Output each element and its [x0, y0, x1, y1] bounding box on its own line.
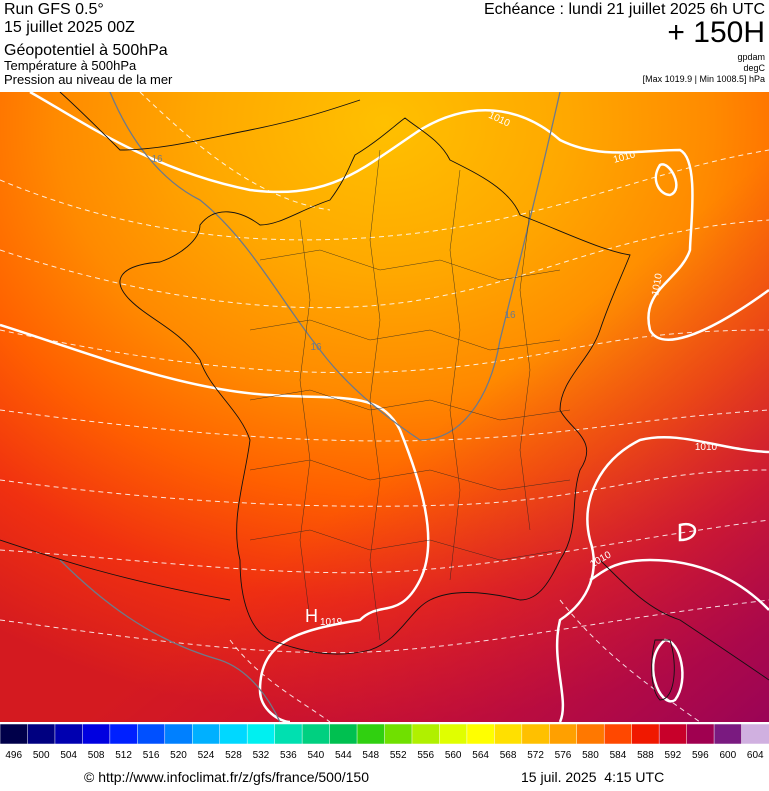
legend-swatch	[603, 723, 633, 745]
coastlines-borders	[0, 92, 769, 701]
legend-swatch	[27, 723, 56, 745]
legend-swatch	[356, 723, 386, 745]
legend-swatch	[219, 723, 248, 745]
legend-swatch	[0, 723, 29, 745]
legend-swatch	[686, 723, 715, 745]
legend-swatch	[658, 723, 688, 745]
footer: © http://www.infoclimat.fr/z/gfs/france/…	[84, 769, 664, 785]
legend-swatch	[741, 723, 769, 745]
run-label: Echéance : lundi 21 juillet 2025 6h UTC	[484, 1, 765, 18]
legend-label: 512	[115, 750, 132, 761]
header-line: 15 juillet 2025 00Z	[4, 19, 135, 36]
legend-label: 508	[88, 750, 105, 761]
footer-date: 15 juil. 2025 4:15 UTC	[521, 769, 664, 785]
legend-label: 528	[225, 750, 242, 761]
legend-label: 504	[60, 750, 77, 761]
temperature-16-line	[59, 92, 561, 722]
header: Run GFS 0.5°15 juillet 2025 00Z Géopotent…	[4, 1, 766, 87]
header-line: Géopotentiel à 500hPa	[4, 42, 168, 59]
legend-label: 572	[527, 750, 544, 761]
legend-label: 520	[170, 750, 187, 761]
legend-label: 564	[472, 750, 489, 761]
isobars	[0, 92, 769, 722]
legend-swatch	[549, 723, 578, 745]
legend-swatch	[494, 723, 523, 745]
legend-swatch	[576, 723, 605, 745]
legend-swatch	[631, 723, 660, 745]
legend-label: 552	[390, 750, 407, 761]
legend-swatch	[439, 723, 468, 745]
map-field-shade	[0, 92, 769, 722]
legend-label: 560	[445, 750, 462, 761]
legend-swatch	[411, 723, 441, 745]
legend-swatch	[246, 723, 276, 745]
legend-swatch	[466, 723, 496, 745]
legend-label: 516	[143, 750, 160, 761]
temperature-isotherms	[0, 92, 769, 722]
legend-swatch	[713, 723, 743, 745]
legend-swatch	[54, 723, 84, 745]
footer-url: © http://www.infoclimat.fr/z/gfs/france/…	[84, 769, 369, 785]
legend-swatch	[109, 723, 139, 745]
legend-label: 536	[280, 750, 297, 761]
unit-label: degC	[743, 63, 765, 73]
legend-label: 524	[198, 750, 215, 761]
legend-label: 532	[253, 750, 270, 761]
high-symbol: H	[305, 606, 318, 626]
legend-label: 544	[335, 750, 352, 761]
legend-swatch	[329, 723, 358, 745]
isotherm-label: 16	[310, 342, 322, 353]
legend-label: 556	[417, 750, 434, 761]
legend-label: 548	[362, 750, 379, 761]
isotherm-label: 16	[504, 310, 516, 321]
legend-label: 588	[637, 750, 654, 761]
legend-label: 600	[719, 750, 736, 761]
legend-label: 568	[500, 750, 517, 761]
legend-label: 596	[692, 750, 709, 761]
legend-swatch	[192, 723, 221, 745]
legend-label: 584	[610, 750, 627, 761]
legend-label: 500	[33, 750, 50, 761]
legend-label: 604	[747, 750, 764, 761]
header-line: Pression au niveau de la mer	[4, 72, 173, 87]
lead-time: + 150H	[667, 16, 765, 49]
department-borders	[249, 149, 571, 641]
legend-swatch	[137, 723, 166, 745]
header-line: Température à 500hPa	[4, 58, 137, 73]
legend-swatch	[521, 723, 551, 745]
legend-swatch	[384, 723, 413, 745]
high-value: 1019	[320, 617, 343, 628]
legend-label: 576	[555, 750, 572, 761]
legend-swatch	[82, 723, 111, 745]
unit-label: gpdam	[737, 52, 765, 62]
legend-swatch	[274, 723, 303, 745]
header-line: Run GFS 0.5°	[4, 1, 104, 18]
isobar-label: 1010	[650, 272, 665, 296]
legend-swatch	[164, 723, 194, 745]
legend-swatch	[301, 723, 331, 745]
legend-label: 540	[307, 750, 324, 761]
legend-label: 580	[582, 750, 599, 761]
isobar-label: 1010	[695, 442, 718, 453]
isotherm-label: 16	[151, 154, 163, 165]
legend-label: 496	[5, 750, 22, 761]
unit-label: [Max 1019.9 | Min 1008.5] hPa	[643, 74, 765, 84]
legend-label: 592	[665, 750, 682, 761]
color-legend: 496 500 504 508 512 516 520 524 528 532 536 540 544 5…	[0, 723, 769, 761]
